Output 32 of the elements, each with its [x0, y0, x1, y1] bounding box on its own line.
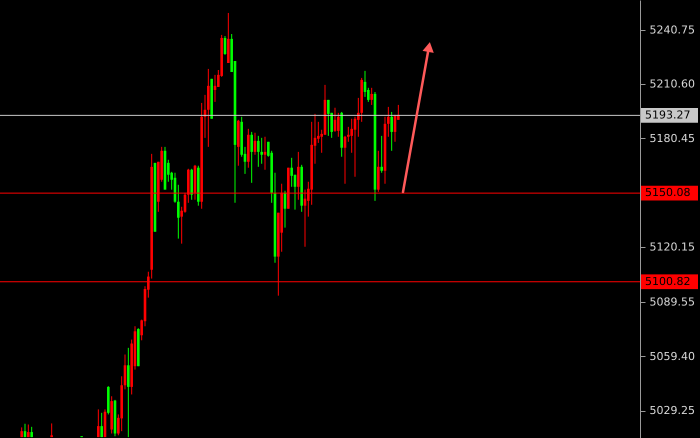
candlestick [394, 114, 396, 142]
candlestick [27, 424, 30, 438]
candlestick [260, 137, 263, 164]
y-tick-label: 5180.45 [650, 132, 695, 145]
candlestick [334, 107, 336, 132]
candlestick [24, 423, 26, 438]
y-tick-label: 5089.55 [650, 296, 695, 309]
candlestick [337, 112, 340, 138]
candlestick [264, 136, 266, 170]
ref-line-label: 5100.82 [645, 274, 690, 288]
ref-line-label: 5193.27 [645, 108, 690, 122]
candlestick [257, 135, 260, 168]
candlestick [254, 132, 256, 156]
candlestick [370, 87, 373, 106]
y-tick-label: 5120.15 [650, 240, 695, 254]
candlestick [127, 347, 130, 438]
ref-line-label: 5150.08 [645, 186, 690, 200]
y-tick-label: 5059.40 [650, 350, 695, 363]
candlestick [380, 135, 383, 174]
candlestick [284, 190, 286, 228]
y-tick-label: 5240.75 [650, 23, 695, 36]
candlestick [390, 111, 393, 152]
candlestick [224, 35, 226, 56]
candlestick [214, 74, 216, 102]
candlestick [207, 68, 210, 148]
candlestick [290, 157, 293, 188]
candlestick [100, 412, 103, 438]
y-tick-label: 5210.60 [650, 78, 695, 91]
candlestick [97, 408, 100, 438]
candlestick [250, 131, 253, 184]
candlestick [327, 99, 330, 136]
y-tick-label: 5029.25 [650, 404, 695, 418]
